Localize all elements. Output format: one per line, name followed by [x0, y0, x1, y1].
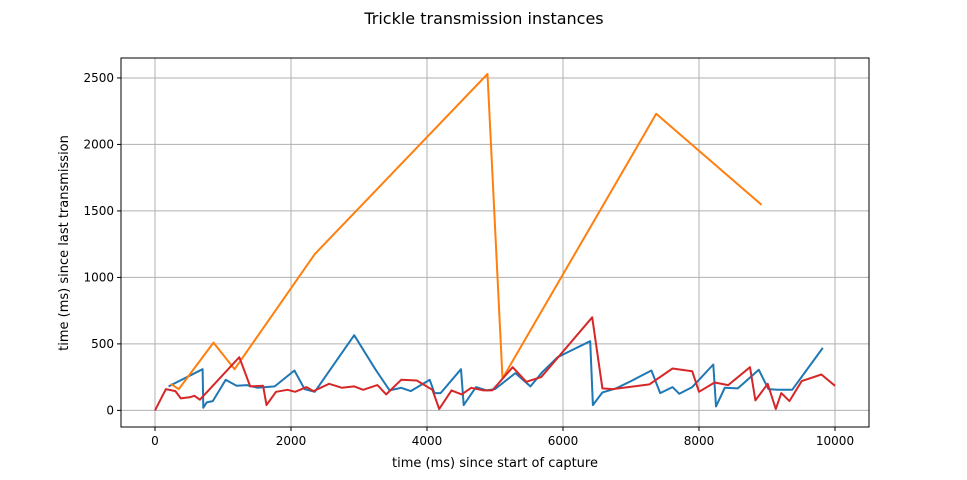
- y-axis-label: time (ms) since last transmission: [57, 135, 72, 351]
- series-orange-line: [170, 73, 763, 391]
- y-tick-label: 0: [106, 403, 114, 417]
- x-tick-label: 4000: [412, 434, 443, 448]
- y-tick-label: 2000: [83, 137, 114, 151]
- y-tick-label: 1000: [83, 270, 114, 284]
- y-tick-label: 1500: [83, 204, 114, 218]
- x-axis-label: time (ms) since start of capture: [392, 456, 598, 471]
- x-tick-label: 10000: [816, 434, 854, 448]
- y-tick-label: 2500: [83, 71, 114, 85]
- series-red-line: [154, 316, 836, 411]
- x-tick-label: 0: [151, 434, 159, 448]
- series-layer: [154, 73, 836, 411]
- x-tick-label: 6000: [548, 434, 579, 448]
- x-tick-label: 8000: [684, 434, 715, 448]
- grid: [121, 58, 869, 427]
- y-tick-label: 500: [91, 337, 114, 351]
- axis-ticks: 0 2000 4000 6000 8000 10000 0 500 1000 1500 2000 25…: [83, 71, 854, 448]
- x-tick-label: 2000: [276, 434, 307, 448]
- chart-title: Trickle transmission instances: [363, 9, 603, 28]
- plot-frame: [120, 57, 870, 428]
